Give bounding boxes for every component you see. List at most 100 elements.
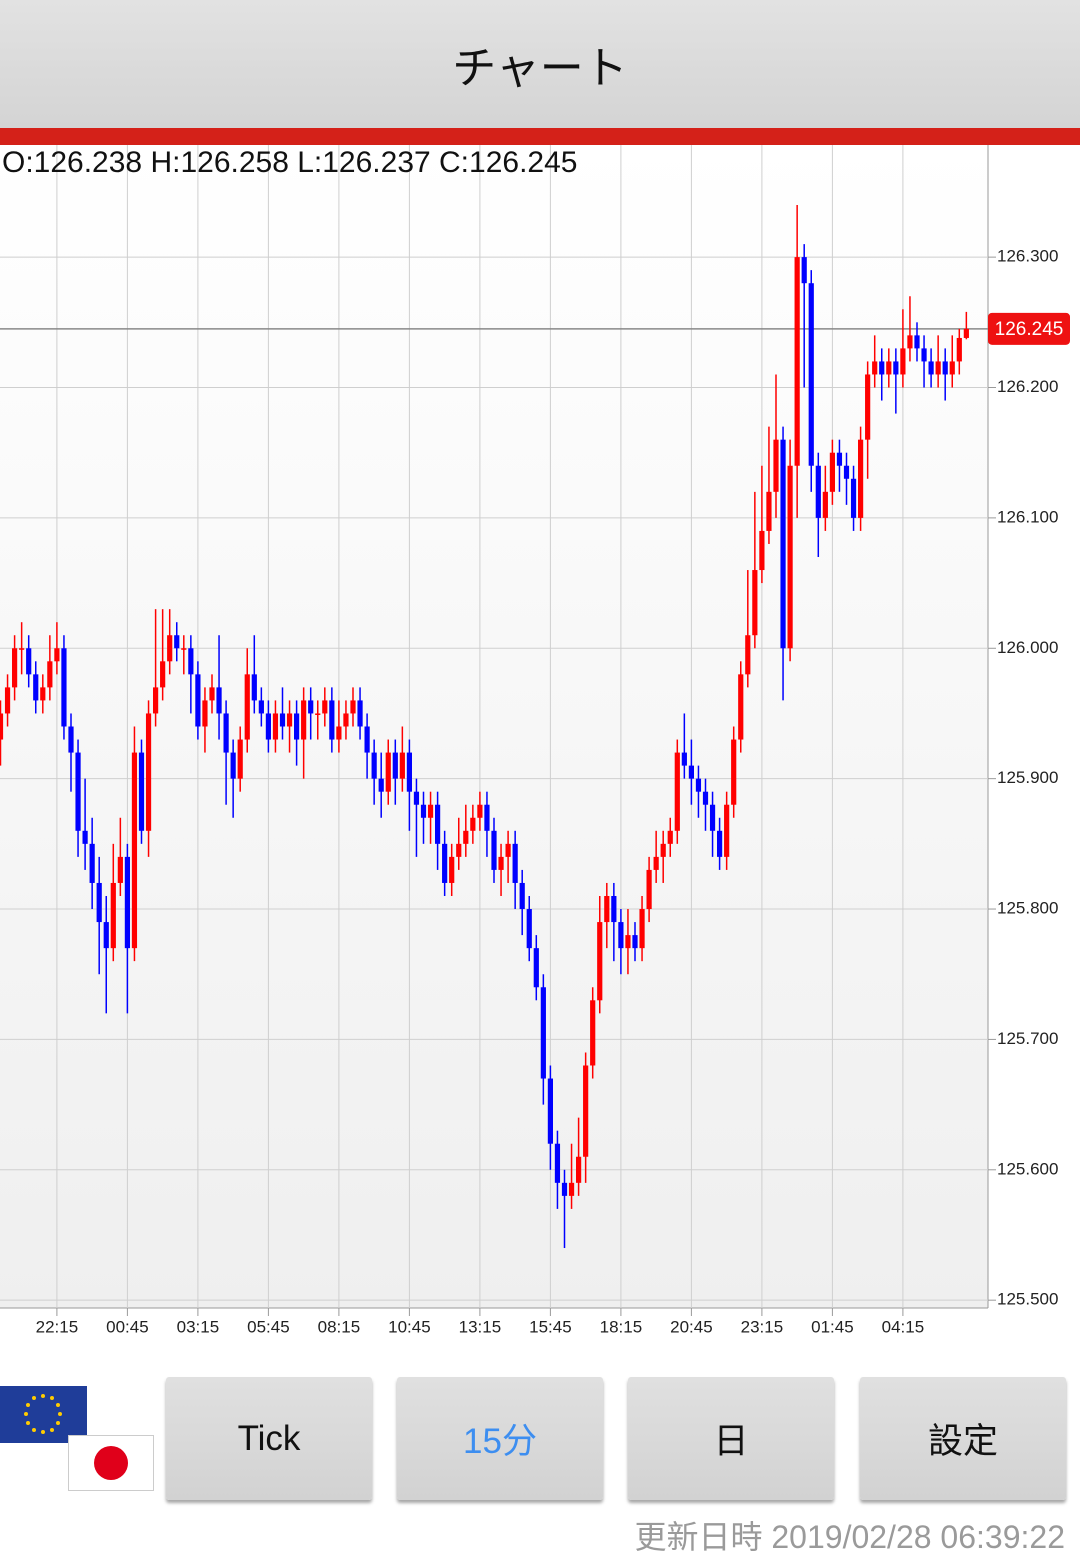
candle-body [103, 922, 109, 949]
candle-body [0, 713, 4, 740]
candle-body [357, 700, 363, 727]
candle-body [195, 674, 201, 727]
tick-button[interactable]: Tick [166, 1377, 372, 1500]
x-tick-label: 23:15 [741, 1317, 784, 1336]
candle-body [491, 830, 497, 870]
settings-button[interactable]: 設定 [860, 1377, 1066, 1500]
candle-body [597, 922, 603, 1001]
candle-body [928, 361, 934, 375]
candle-body [561, 1182, 568, 1196]
candle-body [709, 804, 716, 831]
header: チャート [0, 0, 1080, 128]
x-tick-label: 05:45 [247, 1317, 290, 1336]
candle-body [576, 1156, 582, 1183]
candle-body [935, 361, 941, 375]
candle-body [843, 465, 850, 479]
candle-body [850, 478, 857, 518]
candle-body [886, 361, 892, 375]
candle-body [921, 348, 927, 362]
candle-body [167, 635, 173, 662]
candle-body [272, 713, 279, 740]
candle-body [625, 935, 631, 949]
candle-body [223, 713, 229, 753]
candle-body [230, 752, 236, 779]
candle-body [646, 869, 652, 910]
candle-body [484, 804, 490, 831]
candle-body [308, 700, 314, 714]
candle-body [822, 491, 828, 518]
candle-body [801, 257, 807, 284]
candle-body [547, 1078, 553, 1144]
candle-body [371, 752, 377, 779]
candle-body [858, 439, 864, 518]
eu-flag [0, 1386, 87, 1443]
candle-body [82, 830, 88, 844]
candle-body [449, 856, 455, 883]
candle-body [660, 843, 666, 857]
candle-body [124, 856, 130, 949]
y-tick-label: 126.100 [997, 507, 1058, 526]
candle-body [604, 895, 610, 923]
candle-body [590, 1000, 596, 1066]
y-tick-label: 125.500 [997, 1290, 1058, 1309]
candle-body [322, 700, 328, 714]
candle-body [681, 752, 687, 766]
candle-body [216, 687, 222, 714]
candle-body [872, 361, 878, 375]
candle-body [780, 439, 786, 649]
candle-body [674, 752, 680, 831]
candle-body [279, 713, 286, 727]
x-tick-label: 22:15 [36, 1317, 79, 1336]
candle-body [752, 570, 758, 636]
candle-body [54, 648, 60, 662]
candle-body [399, 752, 405, 779]
candle-body [583, 1065, 589, 1157]
candle-body [512, 843, 518, 883]
candle-body [4, 687, 11, 714]
candle-body [865, 374, 871, 440]
chart: 125.500 125.600 125.700 125.800 125.900 126.0… [0, 145, 1070, 1336]
candle-body [40, 687, 46, 701]
x-tick-label: 13:15 [459, 1317, 502, 1336]
candle-body [96, 882, 102, 923]
candle-body [145, 713, 152, 831]
candle-body [907, 335, 913, 349]
candle-body [653, 856, 659, 870]
candle-body [117, 856, 123, 883]
candle-body [949, 361, 955, 375]
candle-body [724, 804, 730, 857]
candle-body [759, 530, 765, 571]
candle-body [463, 830, 469, 844]
candle-body [68, 726, 74, 753]
candle-body [505, 843, 511, 857]
candle-body [244, 674, 250, 740]
candle-body [470, 817, 476, 831]
candle-body [836, 452, 843, 466]
candle-body [773, 439, 779, 492]
candle-body [131, 752, 138, 949]
candle-body [914, 335, 920, 349]
candle-body [526, 909, 532, 949]
candle-body [110, 882, 116, 949]
x-tick-label: 04:15 [882, 1317, 925, 1336]
header-title: チャート [452, 44, 628, 93]
candle-body [963, 328, 969, 338]
candle-body [315, 713, 321, 715]
day-button[interactable]: 日 [628, 1377, 834, 1500]
candle-body [611, 895, 617, 923]
candle-body [540, 987, 546, 1079]
candle-body [19, 648, 25, 650]
15min-button[interactable]: 15分 [397, 1377, 603, 1500]
y-tick-label: 125.900 [997, 768, 1058, 787]
x-tick-label: 00:45 [106, 1317, 149, 1336]
candle-body [695, 778, 702, 792]
candle-body [75, 752, 81, 831]
update-time: 更新日時 2019/02/28 06:39:22 [634, 1519, 1065, 1555]
candle-body [942, 361, 948, 375]
header-bar [0, 128, 1080, 145]
candle-body [554, 1143, 561, 1183]
candle-body [237, 739, 243, 779]
candle-body [702, 791, 709, 805]
last-price-tag [988, 312, 1070, 345]
